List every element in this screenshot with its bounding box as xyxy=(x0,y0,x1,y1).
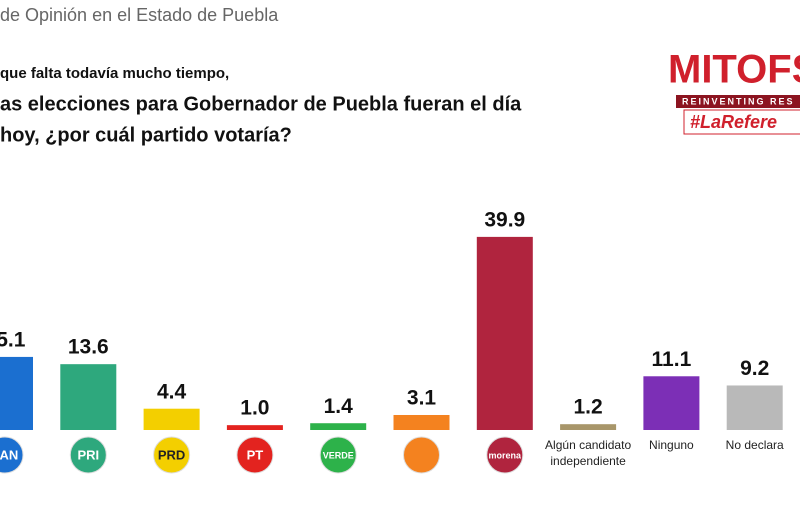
title: de Opinión en el Estado de Puebla xyxy=(0,5,279,25)
value-label: 11.1 xyxy=(652,348,692,371)
logo-tagline: REINVENTING RES xyxy=(682,96,795,106)
bar xyxy=(560,424,617,430)
value-label: 9.2 xyxy=(740,357,769,380)
value-label: 15.1 xyxy=(0,328,26,351)
category-label: morena xyxy=(489,450,523,460)
question-line: hoy, ¿por cuál partido votaría? xyxy=(0,124,292,146)
category-label: PRI xyxy=(77,447,99,462)
bar xyxy=(393,414,450,430)
category-label: PT xyxy=(247,447,264,462)
bar xyxy=(643,376,700,430)
bar xyxy=(226,425,283,430)
value-label: 3.1 xyxy=(407,387,437,410)
value-label: 4.4 xyxy=(157,380,187,403)
category-label: PRD xyxy=(158,447,185,462)
value-label: 1.0 xyxy=(240,397,269,420)
party-logo xyxy=(236,436,274,474)
bar xyxy=(60,364,117,430)
party-logo xyxy=(0,436,24,474)
bar xyxy=(726,385,783,430)
category-label: Algún candidato independiente xyxy=(545,438,632,468)
party-logo xyxy=(69,436,107,474)
value-label: 1.2 xyxy=(573,396,602,419)
value-label: 1.4 xyxy=(324,395,354,418)
logo-name: MITOFS xyxy=(668,48,800,92)
question-line: as elecciones para Gobernador de Puebla … xyxy=(0,93,522,115)
bar xyxy=(476,236,533,430)
category-label: No declara xyxy=(725,438,784,452)
bar xyxy=(310,423,367,430)
logo-band xyxy=(676,95,800,108)
logo-box xyxy=(683,109,800,135)
party-logo xyxy=(403,436,440,474)
party-logo xyxy=(153,436,191,474)
value-label: 13.6 xyxy=(68,336,109,359)
bar xyxy=(0,356,33,430)
value-label: 39.9 xyxy=(484,208,525,231)
party-logo xyxy=(319,436,357,474)
logo-hashtag: #LaRefere xyxy=(690,112,777,132)
question-line: que falta todavía mucho tiempo, xyxy=(0,65,229,82)
category-label: Ninguno xyxy=(649,438,694,452)
category-label: PAN xyxy=(0,447,18,462)
category-label: VERDE xyxy=(323,450,354,460)
bar xyxy=(143,408,200,430)
party-logo xyxy=(486,436,524,474)
